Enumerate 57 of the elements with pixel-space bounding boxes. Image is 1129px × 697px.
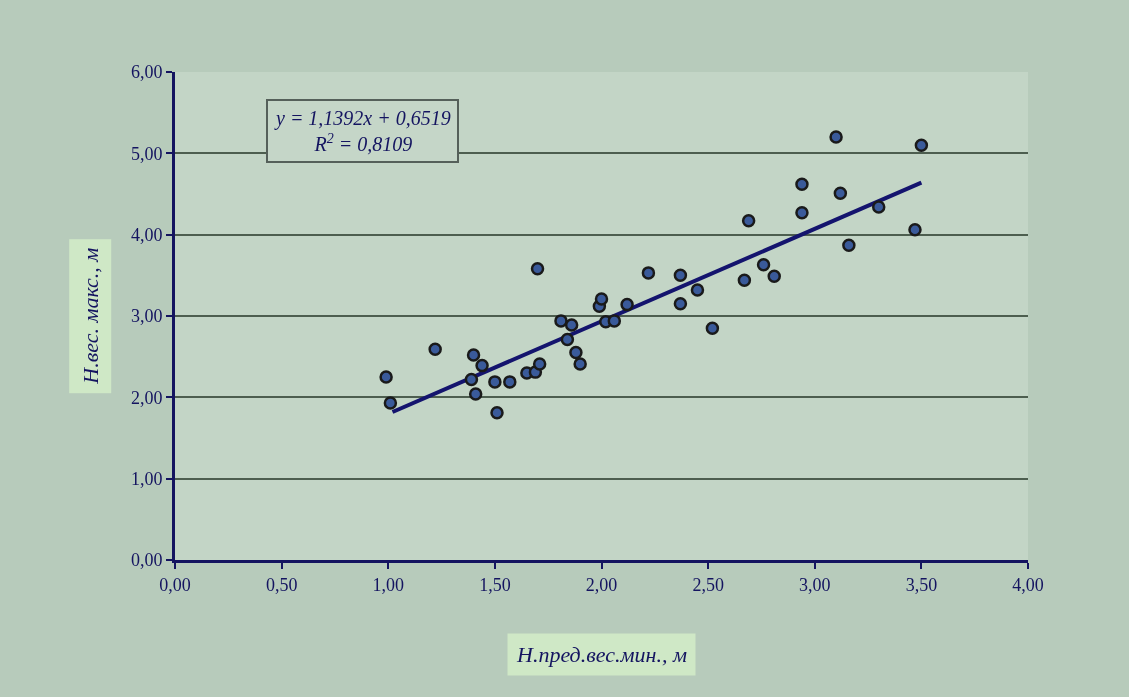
point (795, 205, 809, 220)
y-axis-title: Н.вес. макс., м (77, 247, 103, 385)
x-axis-title: Н.пред.вес.мин., м (516, 642, 688, 667)
point (468, 387, 483, 401)
y-tick-label: 5,00 (130, 143, 163, 164)
x-tick-label: 2,50 (692, 574, 724, 595)
point (607, 314, 622, 328)
point (532, 357, 547, 371)
point (705, 321, 720, 335)
point (641, 266, 656, 280)
point (908, 223, 922, 237)
point (464, 372, 479, 387)
point (594, 292, 609, 306)
point (530, 262, 545, 276)
x-tick-label: 4,00 (1012, 574, 1044, 595)
point (842, 238, 856, 252)
x-tick-label: 1,00 (372, 574, 404, 595)
point (564, 318, 579, 332)
point (554, 314, 568, 328)
point (833, 186, 848, 200)
point (871, 200, 886, 214)
point (673, 297, 688, 311)
point (383, 396, 398, 410)
point (490, 406, 504, 420)
point (475, 358, 489, 373)
point (569, 345, 583, 360)
x-tick-label: 3,50 (905, 574, 938, 595)
y-tick-label: 2,00 (130, 387, 163, 408)
point (829, 130, 843, 144)
point (914, 138, 929, 152)
point (488, 375, 502, 389)
y-tick-label: 1,00 (130, 468, 163, 489)
x-tick-label: 2,00 (585, 574, 618, 595)
point (673, 268, 688, 283)
x-tick-label: 0,50 (265, 574, 298, 595)
x-tick-label: 1,50 (479, 574, 511, 595)
x-tick-label: 3,00 (799, 574, 831, 595)
point (737, 273, 752, 287)
point (379, 370, 393, 384)
point (690, 283, 705, 297)
y-tick-label: 3,00 (130, 306, 163, 327)
annotation: y = 1,1392x + 0,6519 (274, 107, 451, 130)
x-tick-label: 0,00 (159, 574, 191, 595)
point (560, 332, 575, 347)
y-tick-label: 6,00 (130, 62, 163, 83)
annotation: R$^{2}$ = 0,8109 (313, 130, 413, 155)
point (756, 258, 771, 272)
point (767, 269, 781, 283)
point (795, 177, 809, 191)
point (466, 348, 481, 362)
point (620, 297, 634, 312)
point (503, 375, 517, 389)
point (741, 214, 756, 228)
point (428, 342, 442, 357)
y-tick-label: 4,00 (130, 224, 163, 245)
y-tick-label: 0,00 (130, 550, 163, 571)
point (573, 357, 587, 371)
